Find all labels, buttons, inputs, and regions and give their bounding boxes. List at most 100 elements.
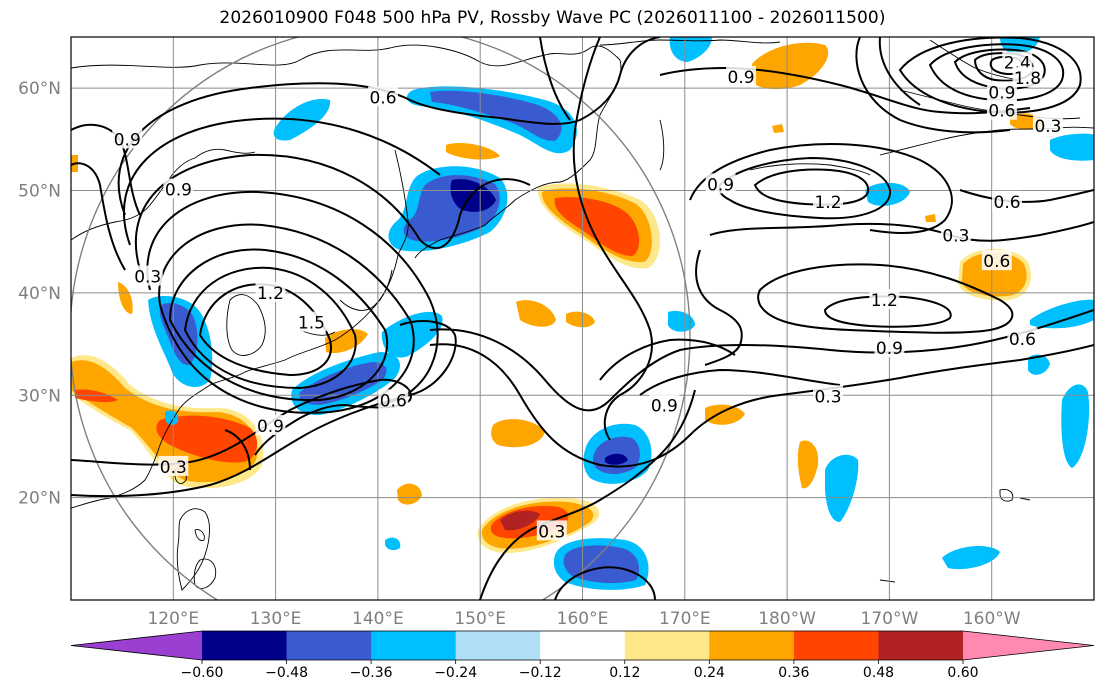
- contour-label-bg: [255, 414, 286, 435]
- colorbar-tick-label: 0.24: [694, 665, 725, 681]
- colorbar-tick-label: −0.60: [181, 665, 224, 681]
- lon-tick-label: 170°E: [659, 609, 711, 629]
- colorbar-tick-label: 0.60: [947, 665, 978, 681]
- contour-label: 0.9: [114, 130, 141, 150]
- contour-label-bg: [158, 455, 189, 476]
- contour-label: 0.6: [369, 88, 396, 108]
- lat-tick-label: 40°N: [18, 284, 61, 304]
- contour-label-bg: [986, 81, 1017, 102]
- contour-label: 0.6: [988, 102, 1015, 122]
- contour-label-bg: [940, 224, 971, 245]
- map-layers: [71, 37, 1094, 600]
- colorbar-box: [878, 631, 964, 660]
- contour-label-bg: [368, 86, 399, 107]
- contour-label: 0.6: [983, 252, 1010, 272]
- contour-label-bg: [112, 128, 143, 149]
- colorbar-box: [286, 631, 372, 660]
- colorbar-tick-label: 0.12: [609, 665, 640, 681]
- lon-tick-label: 120°E: [147, 609, 199, 629]
- contour-label-bg: [726, 65, 757, 86]
- lon-tick-label: 140°E: [352, 609, 404, 629]
- colorbar-extend-low: [71, 631, 202, 660]
- colorbar-tick-label: −0.24: [434, 665, 477, 681]
- pv-contours: [71, 37, 1094, 600]
- contour-label: 0.6: [1009, 330, 1036, 350]
- contour-label-bg: [255, 281, 286, 302]
- contour-label: 0.9: [988, 83, 1015, 103]
- contour-label: 0.9: [257, 417, 284, 437]
- contour-label: 1.2: [257, 284, 284, 304]
- colorbar-box: [371, 631, 457, 660]
- contour-label: 1.2: [871, 291, 898, 311]
- contour-label: 1.5: [298, 314, 325, 334]
- contour-label-bg: [992, 190, 1023, 211]
- contour-label-bg: [296, 311, 327, 332]
- contour-label: 0.3: [160, 458, 187, 478]
- contour-label-bg: [649, 394, 680, 415]
- anomaly-negative-okhotsk-north: [406, 86, 577, 154]
- contour-label: 0.9: [651, 397, 678, 417]
- lon-tick-label: 160°E: [557, 609, 609, 629]
- anomaly-negative-japan-east: [381, 311, 443, 358]
- contour-label: 0.9: [728, 68, 755, 88]
- coastlines: [71, 39, 1094, 591]
- contour-label: 0.6: [994, 193, 1021, 213]
- contour-label: 0.3: [538, 522, 565, 542]
- latitude-labels: 60°N 50°N 40°N 30°N 20°N: [18, 79, 61, 508]
- colorbar-box: [624, 631, 710, 660]
- contour-label-bg: [986, 99, 1017, 120]
- contour-label-bg: [1012, 66, 1043, 87]
- contour-label-bg: [705, 173, 736, 194]
- colorbar-box: [540, 631, 626, 660]
- distance-circle: [71, 37, 691, 600]
- lon-tick-label: 180°W: [758, 609, 816, 629]
- contour-label-bg: [1032, 115, 1063, 136]
- contour-label-bg: [1007, 327, 1038, 348]
- contour-label-bg: [869, 289, 900, 310]
- colorbar-box: [202, 631, 288, 660]
- colorbar-tick-label: 0.48: [863, 665, 894, 681]
- anomaly-positive-small: [71, 42, 1043, 505]
- lon-tick-label: 160°W: [963, 609, 1021, 629]
- contour-label: 0.3: [1034, 117, 1061, 137]
- colorbar: −0.60 −0.48 −0.36 −0.24 −0.12 0.12 0.24 0.36 0.4…: [70, 630, 1095, 681]
- lon-tick-label: 170°W: [861, 609, 919, 629]
- contour-label: 1.2: [814, 193, 841, 213]
- colorbar-tick-label: 0.36: [778, 665, 809, 681]
- colorbar-tick-label: −0.48: [265, 665, 308, 681]
- contour-label: 0.3: [814, 387, 841, 407]
- contour-labels: 0.60.90.90.9 0.91.20.30.60.61.21.50.31.20…: [112, 51, 1063, 542]
- contour-label-bg: [981, 250, 1012, 271]
- contour-label-bg: [132, 265, 163, 286]
- contour-label-bg: [813, 190, 844, 211]
- colorbar-tick-label: −0.12: [519, 665, 562, 681]
- lon-tick-label: 130°E: [250, 609, 302, 629]
- lon-tick-label: 150°E: [454, 609, 506, 629]
- contour-label-bg: [163, 178, 194, 199]
- anomaly-positive-kamchatka-south: [537, 183, 660, 269]
- colorbar-tick-label: −0.36: [350, 665, 393, 681]
- contour-label: 0.9: [165, 181, 192, 201]
- contour-label-bg: [536, 520, 567, 541]
- map-title: 2026010900 F048 500 hPa PV, Rossby Wave …: [219, 8, 886, 28]
- lat-tick-label: 30°N: [18, 386, 61, 406]
- contour-label-bg: [1002, 51, 1033, 72]
- colorbar-box: [455, 631, 541, 660]
- contour-label-bg: [874, 337, 905, 358]
- contour-label: 0.9: [876, 339, 903, 359]
- contour-label: 0.9: [707, 175, 734, 195]
- contour-label: 0.3: [942, 227, 969, 247]
- colorbar-extend-high: [963, 631, 1094, 660]
- plot-frame: [70, 36, 1095, 601]
- contour-label-bg: [813, 385, 844, 406]
- colorbar-box: [793, 631, 879, 660]
- lat-tick-label: 20°N: [18, 489, 61, 509]
- colorbar-box: [709, 631, 795, 660]
- contour-label: 1.8: [1014, 69, 1041, 89]
- lat-tick-label: 50°N: [18, 182, 61, 202]
- anomaly-negative-small: [164, 37, 1094, 570]
- contour-label: 0.6: [380, 391, 407, 411]
- contour-label-bg: [378, 389, 409, 410]
- longitude-labels: 120°E 130°E 140°E 150°E 160°E 170°E 180°W 170°W…: [147, 609, 1020, 629]
